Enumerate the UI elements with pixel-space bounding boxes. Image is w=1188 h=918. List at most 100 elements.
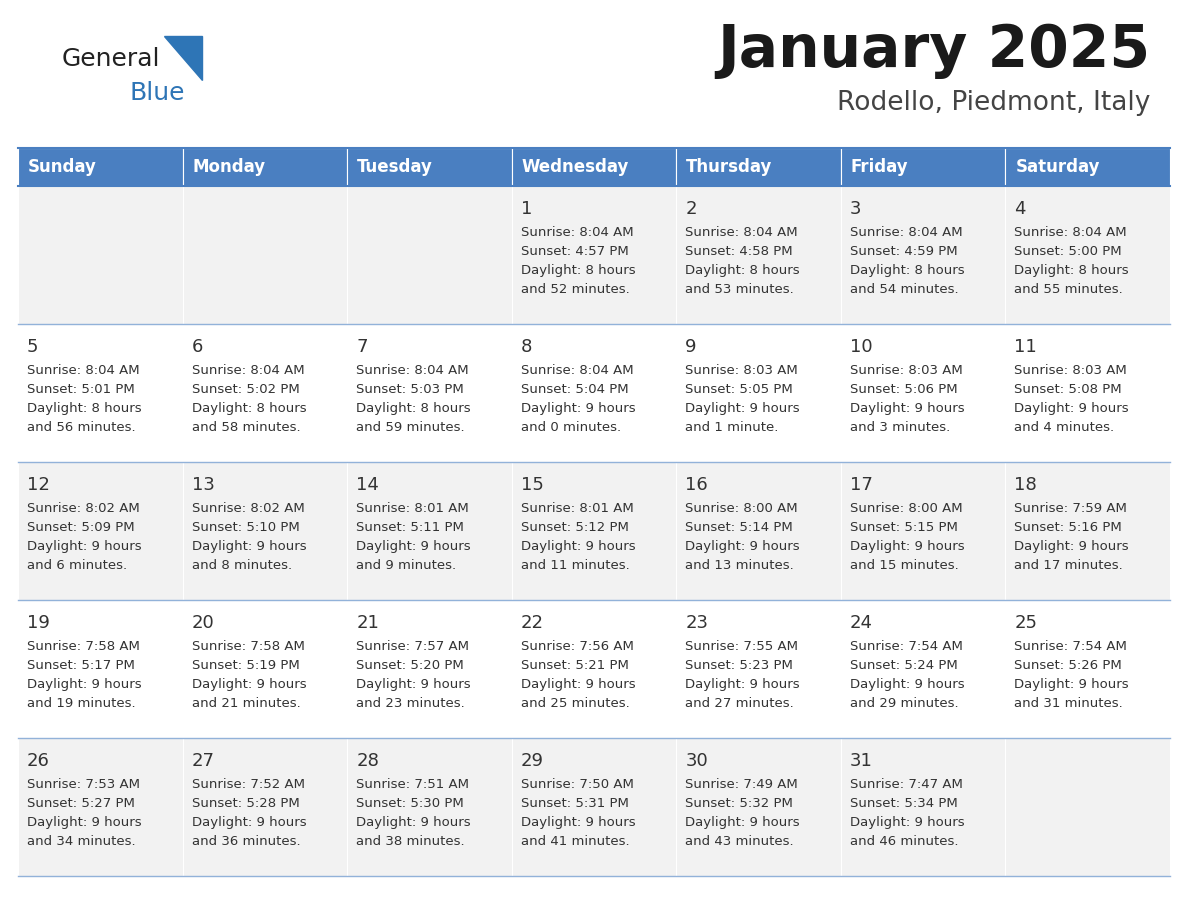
- Text: Daylight: 9 hours: Daylight: 9 hours: [685, 540, 800, 553]
- Text: Daylight: 9 hours: Daylight: 9 hours: [1015, 540, 1129, 553]
- Text: Sunset: 5:00 PM: Sunset: 5:00 PM: [1015, 245, 1121, 258]
- Text: 16: 16: [685, 476, 708, 494]
- Text: and 36 minutes.: and 36 minutes.: [191, 835, 301, 848]
- Text: Daylight: 9 hours: Daylight: 9 hours: [520, 678, 636, 691]
- Text: General: General: [62, 47, 160, 71]
- Text: Sunrise: 8:04 AM: Sunrise: 8:04 AM: [27, 364, 140, 377]
- Text: Sunset: 5:19 PM: Sunset: 5:19 PM: [191, 659, 299, 672]
- Bar: [1005, 186, 1170, 324]
- Text: Daylight: 8 hours: Daylight: 8 hours: [520, 264, 636, 277]
- Text: Sunrise: 7:49 AM: Sunrise: 7:49 AM: [685, 778, 798, 791]
- Text: and 25 minutes.: and 25 minutes.: [520, 697, 630, 710]
- Bar: [676, 324, 841, 462]
- Bar: [841, 148, 1005, 186]
- Text: Daylight: 9 hours: Daylight: 9 hours: [27, 678, 141, 691]
- Text: and 41 minutes.: and 41 minutes.: [520, 835, 630, 848]
- Bar: [183, 600, 347, 738]
- Text: and 34 minutes.: and 34 minutes.: [27, 835, 135, 848]
- Bar: [676, 600, 841, 738]
- Text: Sunset: 5:16 PM: Sunset: 5:16 PM: [1015, 521, 1123, 534]
- Text: Sunday: Sunday: [29, 158, 97, 176]
- Text: Sunset: 5:34 PM: Sunset: 5:34 PM: [849, 797, 958, 810]
- Text: 24: 24: [849, 614, 873, 632]
- Text: Sunset: 5:12 PM: Sunset: 5:12 PM: [520, 521, 628, 534]
- Text: Sunrise: 8:03 AM: Sunrise: 8:03 AM: [685, 364, 798, 377]
- Text: Sunrise: 8:01 AM: Sunrise: 8:01 AM: [520, 502, 633, 515]
- Bar: [1005, 148, 1170, 186]
- Text: and 6 minutes.: and 6 minutes.: [27, 559, 127, 572]
- Text: Sunrise: 8:00 AM: Sunrise: 8:00 AM: [849, 502, 962, 515]
- Text: Sunset: 5:09 PM: Sunset: 5:09 PM: [27, 521, 134, 534]
- Bar: [1005, 600, 1170, 738]
- Text: Tuesday: Tuesday: [358, 158, 432, 176]
- Text: Sunset: 5:30 PM: Sunset: 5:30 PM: [356, 797, 463, 810]
- Text: and 0 minutes.: and 0 minutes.: [520, 421, 621, 434]
- Text: and 11 minutes.: and 11 minutes.: [520, 559, 630, 572]
- Text: Sunrise: 8:04 AM: Sunrise: 8:04 AM: [685, 226, 798, 239]
- Text: Sunset: 5:01 PM: Sunset: 5:01 PM: [27, 383, 134, 396]
- Text: Sunset: 5:23 PM: Sunset: 5:23 PM: [685, 659, 794, 672]
- Text: 25: 25: [1015, 614, 1037, 632]
- Text: Sunset: 5:27 PM: Sunset: 5:27 PM: [27, 797, 135, 810]
- Text: 22: 22: [520, 614, 544, 632]
- Text: Sunset: 5:21 PM: Sunset: 5:21 PM: [520, 659, 628, 672]
- Text: 4: 4: [1015, 200, 1026, 218]
- Bar: [512, 462, 676, 600]
- Text: Sunset: 5:14 PM: Sunset: 5:14 PM: [685, 521, 794, 534]
- Bar: [183, 324, 347, 462]
- Text: Sunset: 5:17 PM: Sunset: 5:17 PM: [27, 659, 135, 672]
- Text: 19: 19: [27, 614, 50, 632]
- Bar: [18, 186, 183, 324]
- Text: Sunset: 4:57 PM: Sunset: 4:57 PM: [520, 245, 628, 258]
- Text: Sunset: 5:20 PM: Sunset: 5:20 PM: [356, 659, 463, 672]
- Bar: [512, 600, 676, 738]
- Text: Rodello, Piedmont, Italy: Rodello, Piedmont, Italy: [836, 90, 1150, 116]
- Text: Sunset: 5:06 PM: Sunset: 5:06 PM: [849, 383, 958, 396]
- Bar: [512, 186, 676, 324]
- Text: and 13 minutes.: and 13 minutes.: [685, 559, 794, 572]
- Text: and 38 minutes.: and 38 minutes.: [356, 835, 465, 848]
- Text: Sunrise: 7:53 AM: Sunrise: 7:53 AM: [27, 778, 140, 791]
- Text: Sunset: 5:28 PM: Sunset: 5:28 PM: [191, 797, 299, 810]
- Text: Sunset: 5:04 PM: Sunset: 5:04 PM: [520, 383, 628, 396]
- Text: Sunset: 5:03 PM: Sunset: 5:03 PM: [356, 383, 463, 396]
- Text: 10: 10: [849, 338, 872, 356]
- Bar: [183, 186, 347, 324]
- Text: 29: 29: [520, 752, 544, 770]
- Bar: [183, 148, 347, 186]
- Bar: [676, 186, 841, 324]
- Text: Daylight: 9 hours: Daylight: 9 hours: [520, 540, 636, 553]
- Bar: [18, 462, 183, 600]
- Text: Sunset: 4:59 PM: Sunset: 4:59 PM: [849, 245, 958, 258]
- Bar: [347, 600, 512, 738]
- Text: 12: 12: [27, 476, 50, 494]
- Text: Daylight: 9 hours: Daylight: 9 hours: [685, 678, 800, 691]
- Bar: [183, 738, 347, 876]
- Text: and 27 minutes.: and 27 minutes.: [685, 697, 794, 710]
- Bar: [347, 186, 512, 324]
- Text: and 59 minutes.: and 59 minutes.: [356, 421, 465, 434]
- Text: Daylight: 9 hours: Daylight: 9 hours: [849, 816, 965, 829]
- Bar: [841, 600, 1005, 738]
- Text: Sunrise: 8:04 AM: Sunrise: 8:04 AM: [1015, 226, 1127, 239]
- Text: 7: 7: [356, 338, 367, 356]
- Bar: [347, 738, 512, 876]
- Text: and 54 minutes.: and 54 minutes.: [849, 283, 959, 296]
- Text: Sunrise: 8:04 AM: Sunrise: 8:04 AM: [520, 364, 633, 377]
- Text: 15: 15: [520, 476, 544, 494]
- Text: 23: 23: [685, 614, 708, 632]
- Text: Sunrise: 7:50 AM: Sunrise: 7:50 AM: [520, 778, 633, 791]
- Text: 30: 30: [685, 752, 708, 770]
- Text: Daylight: 8 hours: Daylight: 8 hours: [191, 402, 307, 415]
- Text: 18: 18: [1015, 476, 1037, 494]
- Text: Daylight: 9 hours: Daylight: 9 hours: [356, 816, 470, 829]
- Text: Sunset: 5:10 PM: Sunset: 5:10 PM: [191, 521, 299, 534]
- Bar: [676, 462, 841, 600]
- Text: Daylight: 8 hours: Daylight: 8 hours: [356, 402, 470, 415]
- Text: Daylight: 9 hours: Daylight: 9 hours: [1015, 402, 1129, 415]
- Text: Sunrise: 8:00 AM: Sunrise: 8:00 AM: [685, 502, 798, 515]
- Text: 2: 2: [685, 200, 697, 218]
- Text: Sunset: 5:15 PM: Sunset: 5:15 PM: [849, 521, 958, 534]
- Text: and 3 minutes.: and 3 minutes.: [849, 421, 950, 434]
- Text: Daylight: 9 hours: Daylight: 9 hours: [849, 678, 965, 691]
